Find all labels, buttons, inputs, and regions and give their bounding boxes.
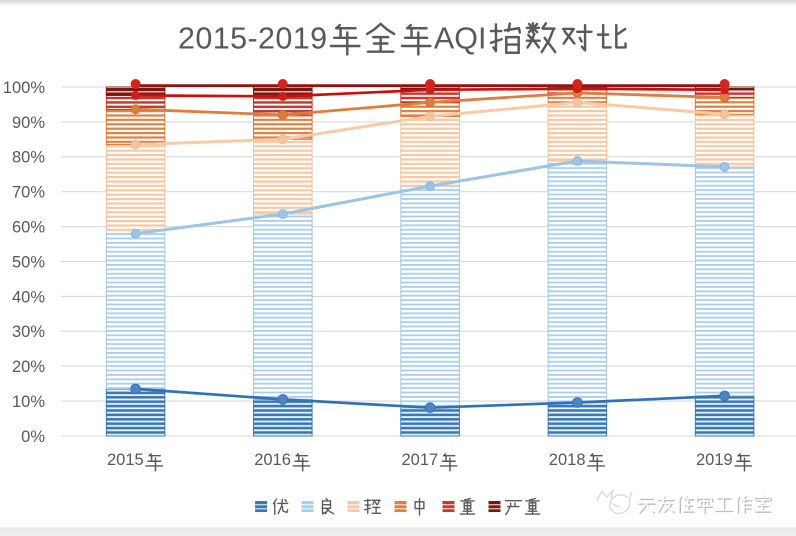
- svg-text:60%: 60%: [12, 219, 45, 237]
- svg-text:2015-2019: 2015-2019: [178, 22, 327, 56]
- svg-text:100%: 100%: [3, 79, 46, 97]
- svg-text:80%: 80%: [12, 149, 45, 167]
- svg-text:70%: 70%: [12, 184, 45, 202]
- svg-text:40%: 40%: [12, 288, 45, 306]
- svg-text:2017: 2017: [402, 451, 439, 469]
- svg-text:2015: 2015: [107, 451, 144, 469]
- svg-text:90%: 90%: [12, 114, 45, 132]
- svg-text:30%: 30%: [12, 323, 45, 341]
- svg-text:2016: 2016: [254, 451, 291, 469]
- svg-text:AQI: AQI: [434, 22, 487, 56]
- svg-text:2018: 2018: [549, 451, 586, 469]
- svg-text:10%: 10%: [12, 393, 45, 411]
- svg-text:2019: 2019: [696, 451, 733, 469]
- svg-text:0%: 0%: [21, 428, 45, 446]
- svg-text:20%: 20%: [12, 358, 45, 376]
- svg-text:50%: 50%: [12, 253, 45, 271]
